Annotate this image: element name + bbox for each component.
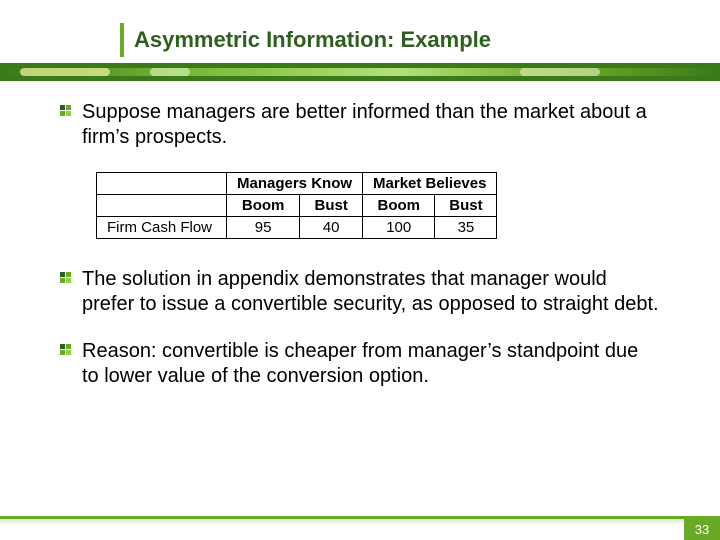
- bullet-text: The solution in appendix demonstrates th…: [82, 267, 660, 317]
- decorative-band: [0, 63, 720, 81]
- table-sub-header: Boom: [363, 195, 435, 217]
- table-sub-header: Bust: [300, 195, 363, 217]
- footer: 33: [0, 516, 720, 540]
- page-number-badge: 33: [684, 518, 720, 540]
- title-area: Asymmetric Information: Example: [120, 20, 680, 60]
- cashflow-table: Managers Know Market Believes Boom Bust …: [96, 172, 660, 239]
- content-area: Suppose managers are better informed tha…: [60, 100, 660, 411]
- table-group-header: Managers Know: [227, 173, 363, 195]
- bullet-text: Reason: convertible is cheaper from mana…: [82, 339, 660, 389]
- table-cell: 35: [435, 217, 497, 239]
- slide-title: Asymmetric Information: Example: [134, 27, 491, 53]
- table-sub-header: Boom: [227, 195, 300, 217]
- bullet-item: Suppose managers are better informed tha…: [60, 100, 660, 150]
- bullet-icon: [60, 272, 72, 284]
- table-corner-cell: [97, 173, 227, 195]
- bullet-icon: [60, 344, 72, 356]
- bullet-icon: [60, 105, 72, 117]
- table-row-label: Firm Cash Flow: [97, 217, 227, 239]
- table-cell: 100: [363, 217, 435, 239]
- bullet-item: The solution in appendix demonstrates th…: [60, 267, 660, 317]
- table-cell: 95: [227, 217, 300, 239]
- bullet-text: Suppose managers are better informed tha…: [82, 100, 660, 150]
- footer-fade: [0, 519, 720, 525]
- table-cell: 40: [300, 217, 363, 239]
- table-sub-header: Bust: [435, 195, 497, 217]
- table-corner-cell: [97, 195, 227, 217]
- table-group-header: Market Believes: [363, 173, 497, 195]
- slide: Asymmetric Information: Example Suppose …: [0, 0, 720, 540]
- title-accent-bar: [120, 23, 124, 57]
- bullet-item: Reason: convertible is cheaper from mana…: [60, 339, 660, 389]
